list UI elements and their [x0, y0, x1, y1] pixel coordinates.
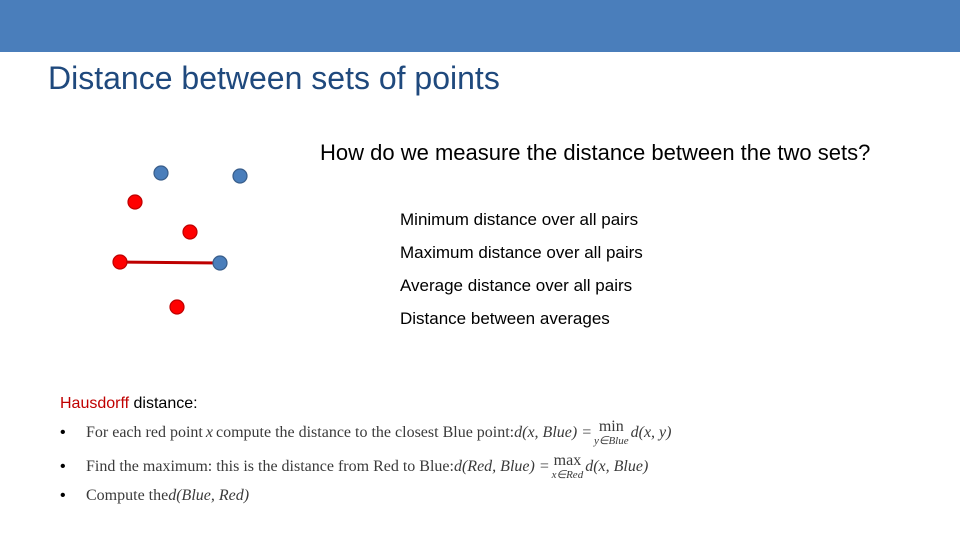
hd2-op: max — [554, 453, 582, 469]
bullet-icon: • — [60, 424, 86, 442]
hd1-pre: For each red point — [86, 424, 203, 442]
hausdorff-title: Hausdorff distance: — [60, 395, 671, 413]
hd3-pre: Compute the — [86, 487, 168, 505]
slide-title: Distance between sets of points — [0, 52, 960, 97]
option-item: Minimum distance over all pairs — [400, 210, 643, 230]
red-point — [113, 255, 127, 269]
bullet-icon: • — [60, 487, 86, 505]
hausdorff-rest: distance: — [129, 395, 197, 412]
hausdorff-line-3: • Compute the d(Blue, Red) — [60, 487, 671, 505]
red-point — [183, 225, 197, 239]
hd2-lhs: d(Red, Blue) = — [454, 458, 550, 476]
distance-options-list: Minimum distance over all pairs Maximum d… — [400, 210, 643, 342]
slide-subtitle: How do we measure the distance between t… — [320, 140, 870, 166]
hd1-sub: y∈Blue — [594, 436, 629, 447]
hausdorff-word: Hausdorff — [60, 395, 129, 412]
hd1-min: min y∈Blue — [594, 419, 629, 447]
blue-point — [233, 169, 247, 183]
red-point — [170, 300, 184, 314]
hd1-op: min — [599, 419, 624, 435]
option-item: Distance between averages — [400, 309, 643, 329]
hd1-mid: compute the distance to the closest Blue… — [216, 424, 514, 442]
hd2-sub: x∈Red — [552, 470, 584, 481]
hd2-rhs: d(x, Blue) — [585, 458, 648, 476]
hd1-lhs: d(x, Blue) = — [514, 424, 592, 442]
hd2-max: max x∈Red — [552, 453, 584, 481]
hausdorff-line-2: • Find the maximum: this is the distance… — [60, 453, 671, 481]
blue-point — [154, 166, 168, 180]
hausdorff-block: Hausdorff distance: • For each red point… — [60, 395, 671, 505]
blue-point — [213, 256, 227, 270]
points-diagram — [65, 158, 295, 328]
hd1-var: x — [206, 424, 213, 442]
bullet-icon: • — [60, 458, 86, 476]
red-point — [128, 195, 142, 209]
option-item: Average distance over all pairs — [400, 276, 643, 296]
hd2-pre: Find the maximum: this is the distance f… — [86, 458, 454, 476]
top-bar — [0, 0, 960, 52]
hd1-rhs: d(x, y) — [631, 424, 672, 442]
option-item: Maximum distance over all pairs — [400, 243, 643, 263]
hd3-expr: d(Blue, Red) — [168, 487, 249, 505]
distance-line — [120, 262, 220, 263]
hausdorff-line-1: • For each red point x compute the dista… — [60, 419, 671, 447]
